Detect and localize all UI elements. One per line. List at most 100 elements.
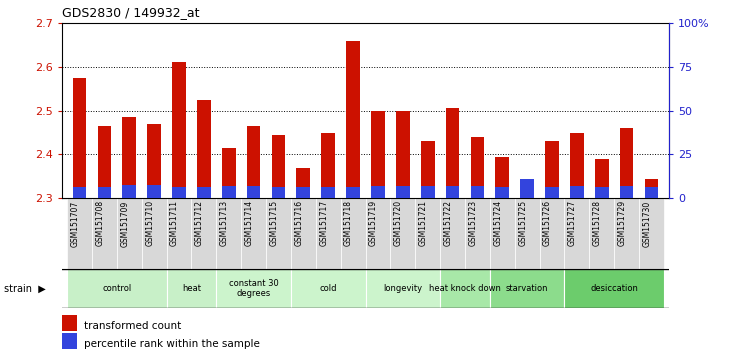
Text: GSM151717: GSM151717 [319,200,328,246]
Text: GSM151707: GSM151707 [70,200,80,247]
Bar [241,198,266,269]
Bar [266,198,291,269]
Bar [148,185,161,198]
Bar [366,269,440,308]
Bar [216,269,291,308]
Text: GSM151727: GSM151727 [568,200,577,246]
Bar [322,132,335,198]
Bar [421,141,434,198]
Bar [415,198,440,269]
Text: GSM151712: GSM151712 [195,200,204,246]
Bar [122,185,136,198]
Bar [440,198,465,269]
Bar [570,186,583,198]
Text: GSM151710: GSM151710 [145,200,154,246]
Bar [595,159,609,198]
Bar [446,108,459,198]
Bar [291,198,316,269]
Bar [117,198,142,269]
Text: GSM151708: GSM151708 [96,200,105,246]
Bar [539,198,564,269]
Text: starvation: starvation [506,284,548,293]
Bar [67,269,167,308]
Text: GSM151723: GSM151723 [469,200,477,246]
Bar [297,167,310,198]
Bar [639,198,664,269]
Text: percentile rank within the sample: percentile rank within the sample [84,339,260,349]
Bar [167,269,216,308]
Bar [520,178,534,198]
Bar [490,198,515,269]
Bar [515,198,539,269]
Text: control: control [102,284,132,293]
Bar [197,100,211,198]
Text: GSM151716: GSM151716 [295,200,303,246]
Bar [316,198,341,269]
Bar [297,187,310,198]
Bar [620,186,634,198]
Text: constant 30
degrees: constant 30 degrees [229,279,279,298]
Text: GSM151721: GSM151721 [419,200,428,246]
Bar [341,198,366,269]
Bar [92,198,117,269]
Text: GSM151713: GSM151713 [220,200,229,246]
Bar [173,62,186,198]
Bar [247,126,260,198]
Bar [62,333,77,349]
Bar [272,135,285,198]
Text: GSM151724: GSM151724 [493,200,502,246]
Text: GSM151720: GSM151720 [394,200,403,246]
Bar [272,187,285,198]
Bar [620,128,634,198]
Bar [589,198,614,269]
Text: GSM151715: GSM151715 [270,200,279,246]
Text: heat knock down: heat knock down [429,284,501,293]
Text: GSM151730: GSM151730 [643,200,651,247]
Text: GSM151728: GSM151728 [593,200,602,246]
Text: transformed count: transformed count [84,321,181,331]
Bar [645,187,659,198]
Bar [496,156,509,198]
Bar [421,186,434,198]
Bar [222,186,235,198]
Text: strain  ▶: strain ▶ [4,284,45,293]
Bar [67,198,92,269]
Bar [496,187,509,198]
Text: desiccation: desiccation [590,284,638,293]
Text: GDS2830 / 149932_at: GDS2830 / 149932_at [62,6,200,19]
Bar [148,124,161,198]
Bar [216,198,241,269]
Bar [222,148,235,198]
Bar [97,126,111,198]
Text: GSM151714: GSM151714 [245,200,254,246]
Text: GSM151725: GSM151725 [518,200,527,246]
Bar [97,187,111,198]
Text: heat: heat [182,284,201,293]
Bar [645,178,659,198]
Bar [72,78,86,198]
Bar [192,198,216,269]
Text: GSM151719: GSM151719 [369,200,378,246]
Text: GSM151709: GSM151709 [121,200,129,247]
Text: GSM151711: GSM151711 [170,200,179,246]
Bar [545,141,558,198]
Bar [322,187,335,198]
Text: GSM151726: GSM151726 [543,200,552,246]
Bar [346,41,360,198]
Bar [396,111,409,198]
Bar [465,198,490,269]
Bar [366,198,390,269]
Bar [62,315,77,331]
Bar [446,186,459,198]
Bar [247,186,260,198]
Bar [471,186,484,198]
Text: GSM151718: GSM151718 [344,200,353,246]
Bar [396,186,409,198]
Text: longevity: longevity [383,284,423,293]
Bar [371,186,385,198]
Bar [440,269,490,308]
Bar [490,269,564,308]
Bar [291,269,366,308]
Bar [564,269,664,308]
Bar [346,187,360,198]
